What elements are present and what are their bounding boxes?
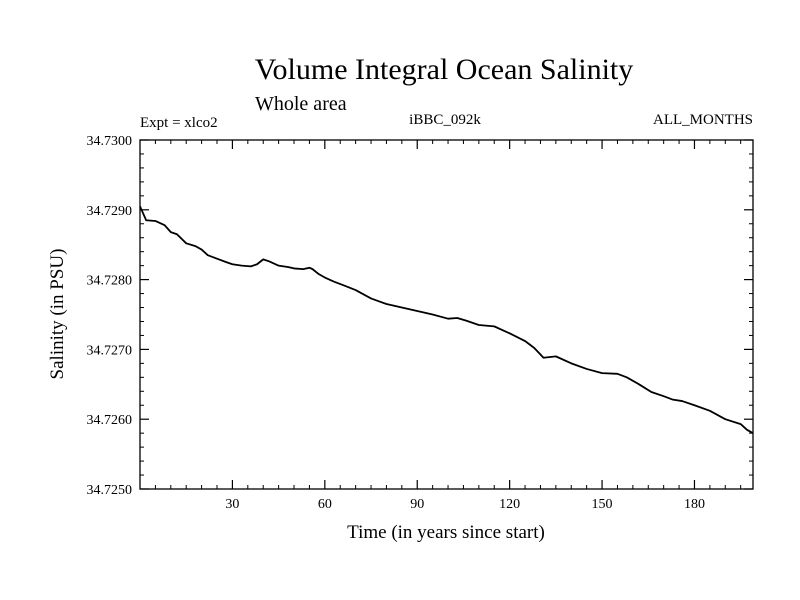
y-axis-label: Salinity (in PSU) bbox=[47, 249, 68, 380]
chart-title: Volume Integral Ocean Salinity bbox=[255, 53, 634, 86]
chart-subtitle: Whole area bbox=[255, 93, 347, 115]
x-tick-label: 120 bbox=[499, 497, 520, 512]
y-axis-ticks: 34.7250 34.7260 34.7270 34.7280 34.7290 34.73… bbox=[87, 134, 753, 498]
x-tick-label: 60 bbox=[318, 497, 332, 512]
y-tick-label: 34.7260 bbox=[87, 413, 133, 428]
x-tick-label: 90 bbox=[410, 497, 424, 512]
experiment-label: Expt = xlco2 bbox=[140, 115, 218, 131]
run-id-label: iBBC_092k bbox=[409, 112, 481, 128]
y-tick-label: 34.7270 bbox=[87, 343, 133, 358]
plot-frame bbox=[139, 139, 754, 490]
y-tick-label: 34.7290 bbox=[87, 204, 133, 219]
x-tick-label: 150 bbox=[592, 497, 613, 512]
y-tick-label: 34.7280 bbox=[87, 274, 133, 289]
x-axis-ticks: 30 60 90 120 150 180 bbox=[154, 140, 742, 512]
y-tick-label: 34.7300 bbox=[87, 134, 133, 149]
x-tick-label: 180 bbox=[684, 497, 705, 512]
y-tick-label: 34.7250 bbox=[87, 483, 133, 498]
x-tick-label: 30 bbox=[225, 497, 239, 512]
x-axis-label: Time (in years since start) bbox=[347, 522, 545, 543]
salinity-series-line bbox=[139, 205, 754, 434]
months-label: ALL_MONTHS bbox=[653, 112, 753, 128]
